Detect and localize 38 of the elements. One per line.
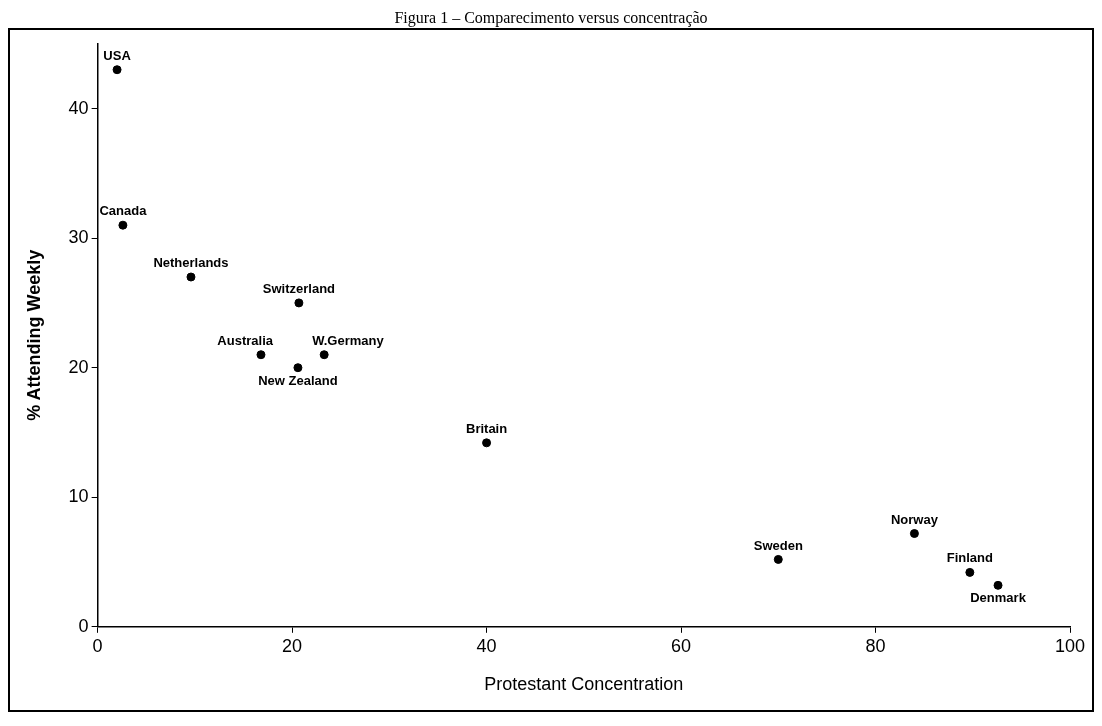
point bbox=[993, 580, 1003, 590]
point bbox=[112, 65, 122, 75]
x-tick-label: 0 bbox=[92, 635, 103, 656]
point bbox=[965, 567, 975, 577]
annotation: USA bbox=[103, 47, 132, 63]
point bbox=[773, 554, 783, 564]
annotation: Sweden bbox=[753, 537, 803, 553]
point bbox=[186, 272, 196, 282]
x-tick-label: 40 bbox=[476, 635, 497, 656]
annotation: Denmark bbox=[970, 590, 1027, 606]
point bbox=[118, 220, 128, 230]
y-tick-label: 10 bbox=[68, 486, 89, 507]
point bbox=[482, 438, 492, 448]
y-tick-label: 20 bbox=[68, 356, 89, 377]
x-tick-label: 20 bbox=[282, 635, 303, 656]
x-tick-label: 80 bbox=[865, 635, 886, 656]
y-axis-title: % Attending Weekly bbox=[23, 249, 44, 421]
annotation: Switzerland bbox=[262, 280, 336, 296]
annotation: W.Germany bbox=[312, 332, 385, 348]
point bbox=[909, 529, 919, 539]
y-tick-label: 0 bbox=[78, 615, 89, 636]
point bbox=[293, 363, 303, 373]
chart-title: Figura 1 – Comparecimento versus concentração bbox=[393, 8, 709, 28]
annotation: Finland bbox=[946, 550, 994, 566]
x-tick-label: 60 bbox=[671, 635, 692, 656]
point bbox=[294, 298, 304, 308]
annotation: Canada bbox=[99, 203, 148, 219]
annotation: New Zealand bbox=[258, 372, 338, 388]
annotation: Norway bbox=[890, 511, 939, 527]
y-tick-label: 30 bbox=[68, 227, 89, 248]
annotation: Britain bbox=[465, 420, 508, 436]
x-tick-label: 100 bbox=[1054, 635, 1086, 656]
point bbox=[319, 350, 329, 360]
annotation: Australia bbox=[217, 332, 274, 348]
x-axis-title: Protestant Concentration bbox=[484, 674, 684, 695]
point bbox=[256, 350, 266, 360]
y-tick-label: 40 bbox=[68, 97, 89, 118]
annotation: Netherlands bbox=[153, 255, 229, 271]
